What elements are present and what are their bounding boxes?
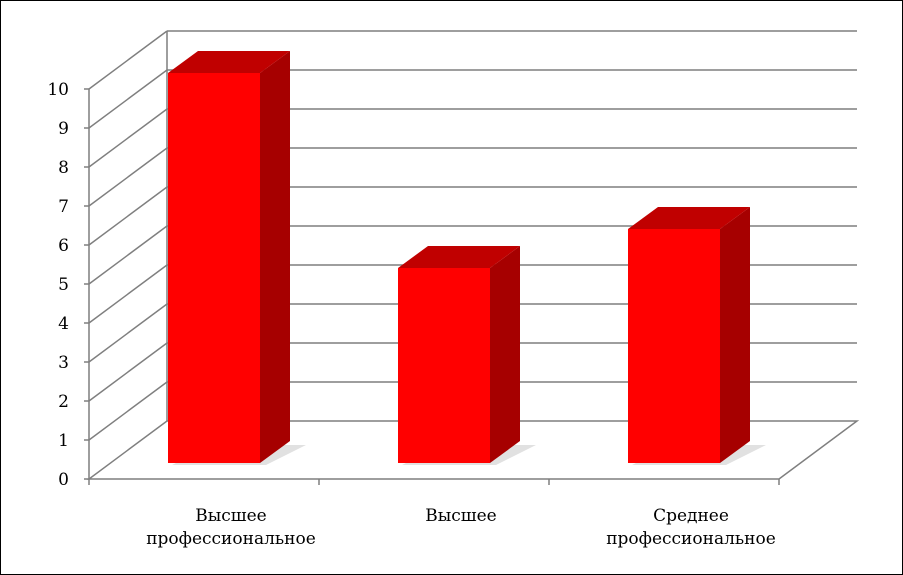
bar-top-face (168, 51, 290, 73)
bar-side-face (720, 207, 750, 463)
gridline-side (88, 342, 168, 402)
y-tick-label: 3 (58, 353, 69, 373)
y-tick-label: 4 (58, 314, 69, 334)
bar-front-face (168, 73, 260, 463)
x-category-label-line: Высшее (425, 506, 496, 526)
y-tick-label: 2 (58, 392, 69, 412)
bar-top-face (398, 246, 520, 268)
gridline-side (88, 303, 168, 363)
chart-axes (84, 88, 780, 485)
bar-side-face (490, 246, 520, 463)
gridline-side (88, 225, 168, 285)
x-category-label: Среднее профессиональное (606, 506, 776, 549)
gridline-side (88, 69, 168, 129)
y-tick-label: 9 (58, 119, 69, 139)
x-category-label-line: профессиональное (146, 529, 316, 549)
bar (168, 51, 306, 465)
gridline-side (88, 264, 168, 324)
gridline-side (88, 186, 168, 246)
y-axis-tick-labels: 0 1 2 3 4 5 6 7 8 9 10 (47, 80, 69, 490)
x-category-label: Высшее (425, 506, 496, 526)
y-tick-label: 6 (58, 236, 69, 256)
y-tick-label: 0 (58, 470, 69, 490)
y-tick-label: 10 (47, 80, 69, 100)
gridline-side (88, 147, 168, 207)
x-category-label: Высшее профессиональное (146, 506, 316, 549)
bar-top-face (628, 207, 750, 229)
x-category-label-line: Среднее (653, 506, 729, 526)
gridline-side (88, 108, 168, 168)
bar-front-face (398, 268, 490, 463)
x-axis-category-labels: Высшее профессиональное Высшее Среднее профе… (146, 506, 776, 549)
chart-bars (168, 51, 766, 465)
y-tick-label: 8 (58, 158, 69, 178)
y-tick-label: 5 (58, 275, 69, 295)
bar-front-face (628, 229, 720, 463)
x-category-label-line: Высшее (195, 506, 266, 526)
y-tick-label: 1 (58, 431, 69, 451)
gridline-side (88, 381, 168, 441)
bar (398, 246, 536, 465)
bar-side-face (260, 51, 290, 463)
x-category-label-line: профессиональное (606, 529, 776, 549)
bar (628, 207, 766, 465)
gridline-side (88, 30, 168, 90)
y-tick-label: 7 (58, 197, 69, 217)
